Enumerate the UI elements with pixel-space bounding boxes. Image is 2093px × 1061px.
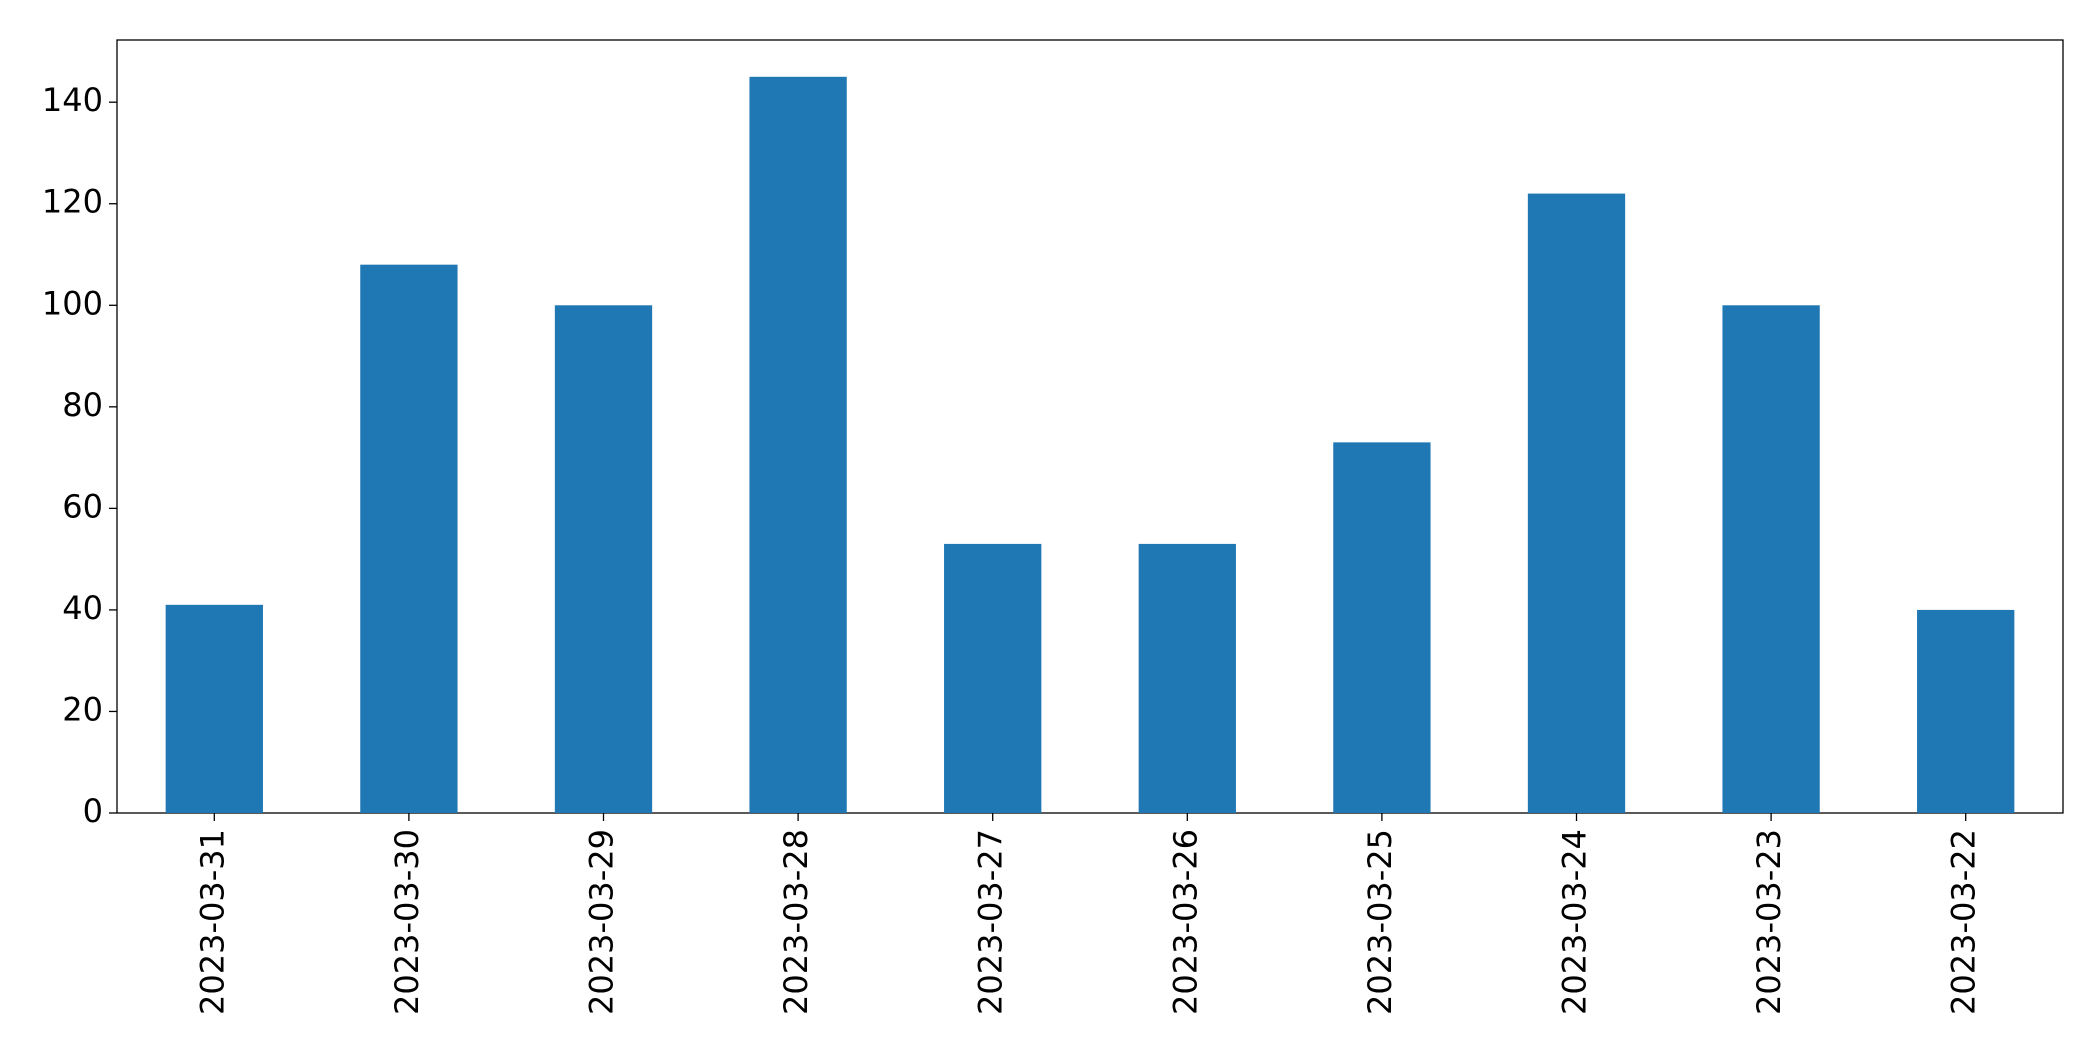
bar [1333, 442, 1431, 813]
bar [1527, 193, 1626, 813]
x-tick-label: 2023-03-22 [1945, 829, 1983, 1015]
bar [749, 76, 847, 814]
y-tick-label: 20 [62, 690, 103, 728]
y-tick-label: 0 [83, 792, 103, 830]
bar [1917, 609, 2015, 813]
bar [360, 264, 458, 813]
bar [1138, 543, 1236, 813]
y-tick-label: 40 [62, 589, 103, 627]
y-tick-label: 100 [42, 284, 103, 322]
x-tick-label: 2023-03-26 [1166, 829, 1204, 1015]
x-tick-label: 2023-03-27 [972, 829, 1010, 1015]
bar [944, 543, 1042, 813]
x-tick-label: 2023-03-25 [1361, 829, 1399, 1015]
bar [1722, 305, 1820, 813]
x-tick-label: 2023-03-24 [1556, 829, 1594, 1015]
bar [165, 604, 263, 813]
y-tick-label: 60 [62, 487, 103, 525]
y-tick-label: 120 [42, 183, 103, 221]
x-tick-label: 2023-03-28 [777, 829, 815, 1015]
x-tick-label: 2023-03-30 [388, 829, 426, 1015]
x-tick-label: 2023-03-31 [193, 829, 231, 1015]
y-tick-label: 140 [42, 81, 103, 119]
plot-frame [116, 39, 2064, 814]
x-tick-label: 2023-03-23 [1750, 829, 1788, 1015]
bar [554, 305, 653, 813]
x-tick-label: 2023-03-29 [583, 829, 621, 1015]
y-tick-label: 80 [62, 386, 103, 424]
